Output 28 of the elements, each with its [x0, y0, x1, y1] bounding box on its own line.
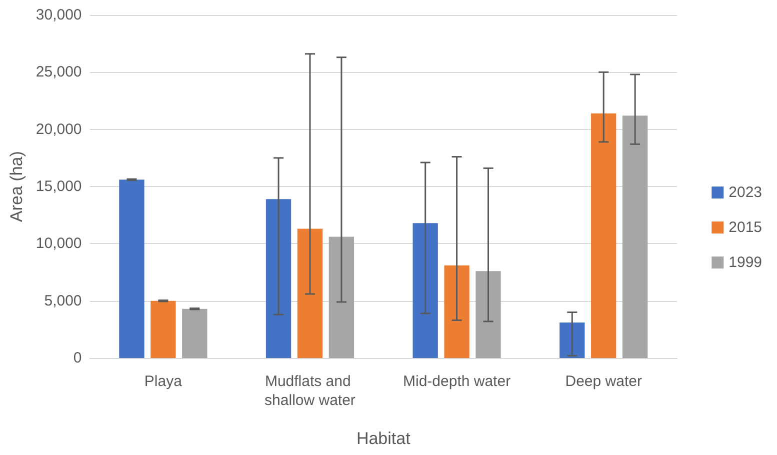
x-tick-label: Playa — [144, 373, 183, 390]
bar — [328, 236, 354, 358]
y-axis-title: Area (ha) — [7, 151, 26, 222]
y-tick-label: 5,000 — [44, 292, 82, 310]
y-tick-label: 20,000 — [36, 120, 82, 138]
bar — [182, 308, 208, 358]
y-tick-label: 15,000 — [36, 178, 82, 195]
legend-label: 1999 — [728, 254, 762, 271]
y-tick-label: 10,000 — [36, 235, 82, 252]
y-tick-label: 0 — [73, 350, 82, 366]
bar — [150, 300, 176, 358]
bar — [476, 271, 501, 358]
bar — [119, 180, 144, 358]
x-axis-title: Habitat — [356, 429, 411, 448]
bar — [591, 113, 616, 358]
y-tick-label: 30,000 — [36, 6, 82, 24]
x-tick-label: Mudflats and shallow water — [264, 373, 356, 409]
legend-label: 2023 — [728, 184, 762, 201]
y-tick-label: 25,000 — [36, 64, 82, 81]
bar — [622, 116, 648, 358]
bar — [560, 322, 585, 358]
bar — [444, 265, 470, 358]
x-tick-label: Deep water — [565, 373, 642, 390]
x-tick-label: Mid-depth water — [403, 373, 511, 390]
bar — [297, 228, 323, 358]
bar — [266, 199, 292, 358]
legend-label: 2015 — [728, 219, 762, 236]
bar — [412, 223, 438, 358]
